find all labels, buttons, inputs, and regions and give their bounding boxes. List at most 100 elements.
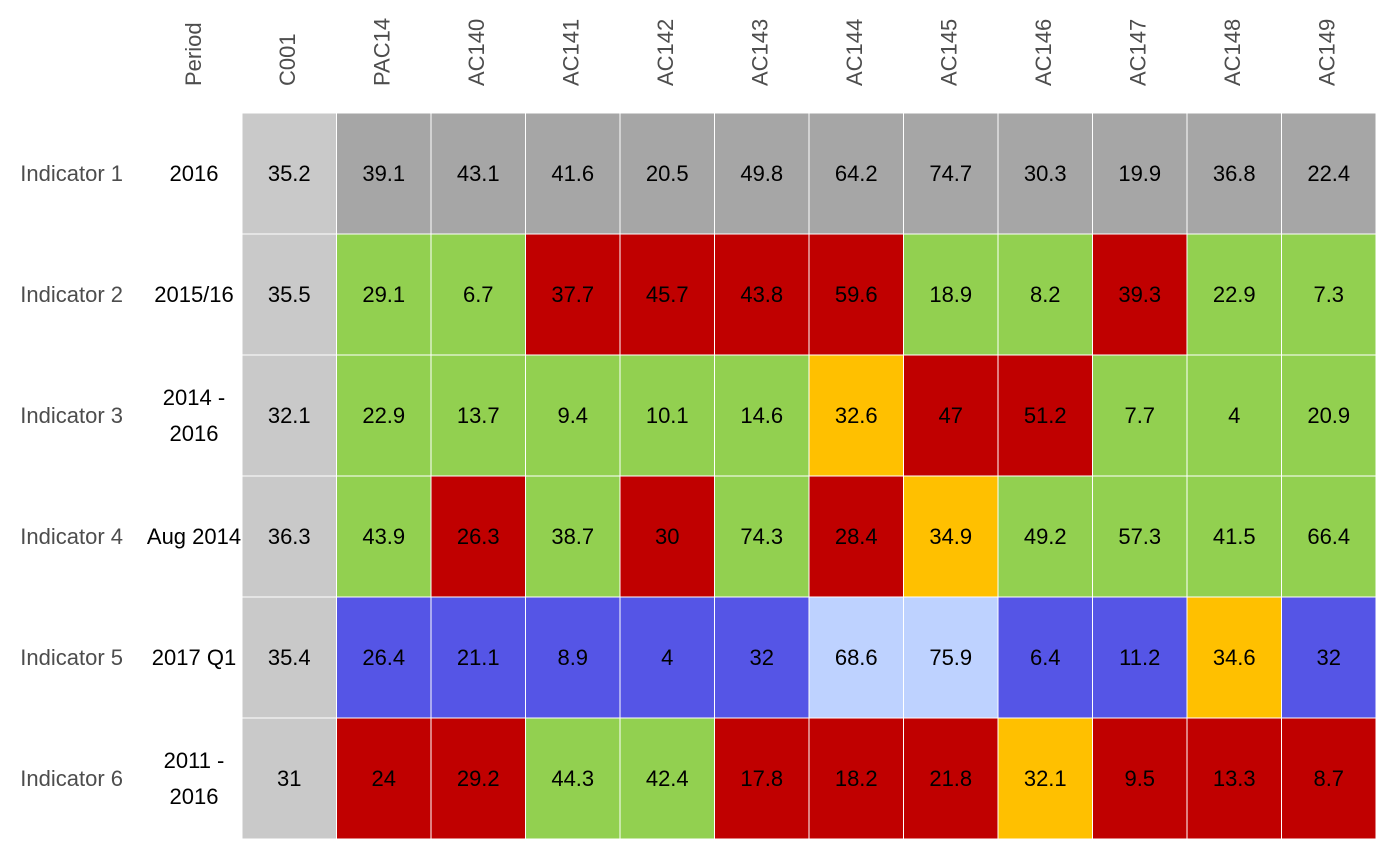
heatmap-cell xyxy=(336,596,432,719)
heatmap-cell xyxy=(1186,233,1282,356)
heatmap-cell xyxy=(903,112,999,235)
heatmap-cell xyxy=(808,475,904,598)
heatmap-cell xyxy=(903,596,999,719)
cell-value-label: 22.4 xyxy=(1307,161,1350,186)
cell-value-label: 20.9 xyxy=(1307,403,1350,428)
heatmap-cell xyxy=(619,354,715,477)
heatmap-cell xyxy=(430,233,526,356)
cell-value-label: 57.3 xyxy=(1118,524,1161,549)
heatmap-cell xyxy=(336,717,432,840)
cell-value-label: 47 xyxy=(939,403,963,428)
cell-value-label: 68.6 xyxy=(835,645,878,670)
heatmap-cell xyxy=(336,475,432,598)
cell-value-label: 14.6 xyxy=(740,403,783,428)
heatmap-cell xyxy=(808,596,904,719)
cell-value-label: 45.7 xyxy=(646,282,689,307)
cell-value-label: 39.1 xyxy=(362,161,405,186)
column-header-ac147: AC147 xyxy=(1126,19,1151,86)
cell-value-label: 8.7 xyxy=(1313,766,1344,791)
heatmap-cell xyxy=(714,717,810,840)
row-label-indicator: Indicator 4 xyxy=(20,524,123,549)
heatmap-cell xyxy=(903,717,999,840)
row-label-indicator: Indicator 5 xyxy=(20,645,123,670)
cell-value-label: 30 xyxy=(655,524,679,549)
heatmap-cell xyxy=(430,112,526,235)
cell-value-label: 21.8 xyxy=(929,766,972,791)
heatmap-cell xyxy=(241,112,337,235)
heatmap-cell xyxy=(241,717,337,840)
cell-value-label: 35.5 xyxy=(268,282,311,307)
cell-value-label: 7.3 xyxy=(1313,282,1344,307)
cell-value-label: 22.9 xyxy=(362,403,405,428)
row-label-indicator: Indicator 1 xyxy=(20,161,123,186)
heatmap-cell xyxy=(241,475,337,598)
period-label: 2017 Q1 xyxy=(152,645,236,670)
cell-value-label: 22.9 xyxy=(1213,282,1256,307)
heatmap-cell xyxy=(619,233,715,356)
cell-value-label: 44.3 xyxy=(551,766,594,791)
cell-value-label: 20.5 xyxy=(646,161,689,186)
column-header-pac14: PAC14 xyxy=(370,18,395,86)
heatmap-cell xyxy=(525,354,621,477)
cell-value-label: 49.8 xyxy=(740,161,783,186)
cell-value-label: 49.2 xyxy=(1024,524,1067,549)
cell-value-label: 6.7 xyxy=(463,282,494,307)
heatmap-cell xyxy=(997,717,1093,840)
cell-value-label: 4 xyxy=(661,645,673,670)
heatmap-cell xyxy=(1186,596,1282,719)
cell-value-label: 32.6 xyxy=(835,403,878,428)
cell-value-label: 6.4 xyxy=(1030,645,1061,670)
heatmap-cell xyxy=(525,112,621,235)
cell-value-label: 18.9 xyxy=(929,282,972,307)
heatmap-cell xyxy=(1092,717,1188,840)
cell-value-label: 11.2 xyxy=(1119,645,1160,670)
heatmap-cell xyxy=(808,717,904,840)
heatmap-cell xyxy=(336,112,432,235)
cell-value-label: 13.3 xyxy=(1213,766,1256,791)
heatmap-cell xyxy=(997,475,1093,598)
cell-value-label: 8.9 xyxy=(557,645,588,670)
column-header-ac144: AC144 xyxy=(842,19,867,86)
period-label: 2016 xyxy=(170,161,219,186)
cell-value-label: 19.9 xyxy=(1118,161,1161,186)
cell-value-label: 31 xyxy=(277,766,301,791)
heatmap-cell xyxy=(1281,717,1377,840)
cell-value-label: 37.7 xyxy=(551,282,594,307)
heatmap-cell xyxy=(525,233,621,356)
heatmap-cell xyxy=(1186,717,1282,840)
cell-value-label: 66.4 xyxy=(1307,524,1350,549)
heatmap-cell xyxy=(1092,475,1188,598)
cell-value-label: 74.7 xyxy=(929,161,972,186)
column-header-ac140: AC140 xyxy=(464,19,489,86)
heatmap-cell xyxy=(808,354,904,477)
cell-value-label: 9.4 xyxy=(557,403,588,428)
column-header-ac149: AC149 xyxy=(1315,19,1340,86)
cell-value-label: 21.1 xyxy=(457,645,500,670)
cell-value-label: 34.6 xyxy=(1213,645,1256,670)
heatmap-cell xyxy=(525,475,621,598)
column-header-ac143: AC143 xyxy=(748,19,773,86)
heatmap-cell xyxy=(808,233,904,356)
heatmap-cell xyxy=(619,596,715,719)
heatmap-cell xyxy=(1281,233,1377,356)
cell-value-label: 35.4 xyxy=(268,645,311,670)
cell-value-label: 43.1 xyxy=(457,161,500,186)
column-header-ac142: AC142 xyxy=(653,19,678,86)
heatmap-cell xyxy=(1281,354,1377,477)
cell-value-label: 18.2 xyxy=(835,766,878,791)
column-header-ac141: AC141 xyxy=(559,19,584,86)
cell-value-label: 75.9 xyxy=(929,645,972,670)
cell-value-label: 64.2 xyxy=(835,161,878,186)
heatmap-cell xyxy=(241,354,337,477)
cell-value-label: 51.2 xyxy=(1024,403,1067,428)
heatmap-cell xyxy=(714,596,810,719)
heatmap-cell xyxy=(1092,233,1188,356)
column-headers: C001 PAC14 AC140 AC141 AC142 AC143 AC144 AC145 A… xyxy=(275,18,1340,86)
heatmap-cell xyxy=(903,233,999,356)
cell-value-label: 32 xyxy=(750,645,774,670)
period-column-header: Period xyxy=(181,22,206,86)
cell-value-label: 8.2 xyxy=(1030,282,1061,307)
column-header-c001: C001 xyxy=(275,33,300,86)
cell-value-label: 43.8 xyxy=(740,282,783,307)
heatmap-cell xyxy=(997,233,1093,356)
